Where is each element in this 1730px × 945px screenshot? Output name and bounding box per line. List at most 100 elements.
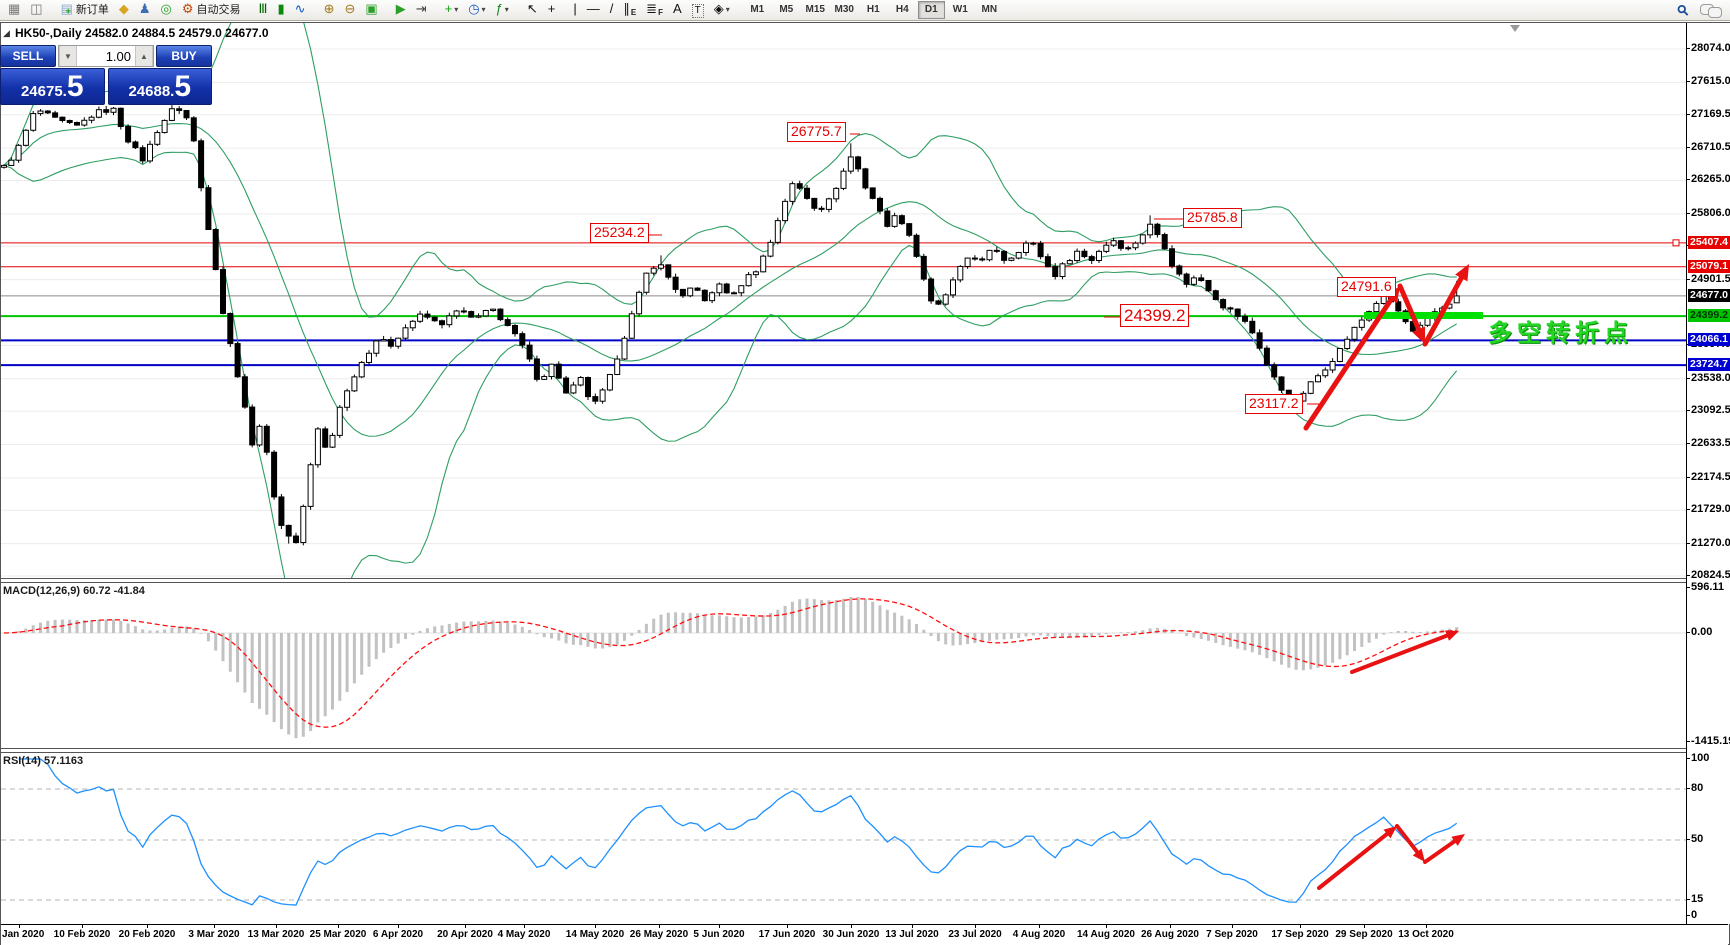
timeframe-h1[interactable]: H1 bbox=[866, 4, 880, 15]
sell-price[interactable]: 24675. 5 bbox=[0, 68, 105, 105]
timeframe-m5[interactable]: M5 bbox=[779, 4, 794, 15]
time-label: 5 Jun 2020 bbox=[693, 929, 745, 940]
price-axis[interactable]: 28074.0 27615.0 27169.5 26710.5 26265.0 25806… bbox=[1686, 23, 1730, 924]
shapes-icon: ◈ bbox=[713, 1, 724, 16]
vertical-line-icon: | bbox=[573, 1, 577, 16]
time-tick bbox=[82, 925, 83, 928]
shapes-dropdown-icon[interactable]: ▾ bbox=[725, 4, 730, 14]
line-chart-button[interactable]: ∿ bbox=[291, 0, 310, 19]
rsi-arrows[interactable] bbox=[1317, 824, 1465, 890]
indicator-tick: 0.00 bbox=[1686, 626, 1713, 638]
price-tag: 25407.4 bbox=[1688, 235, 1730, 249]
sell-button[interactable]: SELL bbox=[0, 45, 56, 67]
indicator-tick: 100 bbox=[1686, 752, 1710, 764]
charts-list-button[interactable]: ▦ bbox=[4, 0, 24, 19]
price-annotation[interactable]: 25234.2 bbox=[590, 223, 649, 243]
price-annotation[interactable]: 23117.2 bbox=[1245, 394, 1303, 414]
new-chart-button[interactable]: + ▾ bbox=[441, 0, 463, 19]
price-tick: 21729.0 bbox=[1687, 503, 1730, 516]
panel-divider[interactable] bbox=[1, 578, 1728, 583]
search-icon[interactable]: ⚲ bbox=[1673, 0, 1692, 20]
metaeditor-button[interactable]: ◆ bbox=[115, 0, 133, 19]
chart-profile-button[interactable]: ◫ bbox=[26, 0, 46, 19]
new-chart-dropdown-icon[interactable]: ▾ bbox=[454, 4, 459, 14]
macd-histogram bbox=[9, 596, 1459, 739]
volume-down-button[interactable]: ▼ bbox=[59, 46, 77, 66]
indicator-tick: 50 bbox=[1686, 833, 1704, 845]
periods-dropdown-icon[interactable]: ▾ bbox=[481, 4, 486, 14]
auto-scroll-button[interactable]: ▶ bbox=[392, 0, 410, 19]
trend-arrows[interactable] bbox=[1303, 264, 1469, 431]
zoom-in-button[interactable]: ⊕ bbox=[320, 0, 339, 19]
panel-divider[interactable] bbox=[1, 748, 1728, 753]
buy-price[interactable]: 24688. 5 bbox=[107, 68, 212, 105]
indicators-dropdown-icon[interactable]: ▾ bbox=[504, 4, 509, 14]
time-tick bbox=[912, 925, 913, 928]
price-annotation[interactable]: 25785.8 bbox=[1183, 208, 1242, 228]
time-tick bbox=[398, 925, 399, 928]
timeframe-d1[interactable]: D1 bbox=[917, 1, 945, 19]
time-tick bbox=[19, 925, 20, 928]
timeframe-w1[interactable]: W1 bbox=[952, 4, 968, 15]
time-label: 26 Aug 2020 bbox=[1141, 929, 1199, 940]
annotation-callouts bbox=[649, 133, 1319, 405]
chart-shift-icon: ⇥ bbox=[415, 1, 427, 16]
turning-point-note[interactable]: 多空转折点 bbox=[1488, 320, 1633, 347]
cursor-button[interactable]: ↖ bbox=[523, 0, 542, 19]
time-label: 13 Jul 2020 bbox=[885, 929, 939, 940]
signals-button[interactable]: ◎ bbox=[157, 0, 176, 19]
timeframe-mn[interactable]: MN bbox=[981, 4, 998, 15]
equidistant-channel-button[interactable]: ∥ E bbox=[619, 0, 640, 19]
chat-icon[interactable] bbox=[1700, 3, 1722, 18]
price-tag: 24399.2 bbox=[1688, 309, 1730, 323]
candlestick-chart-icon: ▮ bbox=[277, 1, 285, 16]
crosshair-button[interactable]: + bbox=[544, 0, 560, 19]
time-tick bbox=[787, 925, 788, 928]
volume-up-button[interactable]: ▲ bbox=[135, 46, 153, 66]
time-label: 25 Mar 2020 bbox=[309, 929, 367, 940]
trendline-button[interactable]: / bbox=[606, 0, 618, 19]
auto-trading-button[interactable]: ⚙ 自动交易 bbox=[178, 0, 245, 19]
fibonacci-button[interactable]: ≣ F bbox=[642, 0, 667, 19]
bar-chart-button[interactable]: Ⅲ bbox=[255, 0, 272, 19]
buy-button[interactable]: BUY bbox=[156, 45, 212, 67]
timeframe-m15[interactable]: M15 bbox=[805, 4, 825, 15]
new-order-button[interactable]: ▤ + 新订单 bbox=[57, 0, 113, 19]
timeframe-m30[interactable]: M30 bbox=[834, 4, 854, 15]
macd-panel[interactable] bbox=[1, 582, 1686, 748]
timeframe-h4[interactable]: H4 bbox=[895, 4, 909, 15]
price-annotation[interactable]: 24791.6 bbox=[1337, 277, 1396, 297]
price-annotation[interactable]: 26775.7 bbox=[787, 122, 846, 142]
time-tick bbox=[1364, 925, 1365, 928]
price-tag: 25079.1 bbox=[1688, 259, 1730, 273]
time-axis[interactable]: 9 Jan 2020 10 Feb 2020 20 Feb 2020 3 Mar 20… bbox=[0, 924, 1728, 945]
chart-shift-button[interactable]: ⇥ bbox=[412, 0, 431, 19]
macd-signal-line bbox=[3, 598, 1457, 728]
time-label: 7 Sep 2020 bbox=[1206, 929, 1258, 940]
macd-arrow[interactable] bbox=[1350, 630, 1459, 674]
time-label: 9 Jan 2020 bbox=[0, 929, 45, 940]
equidistant-channel-icon: ∥ bbox=[623, 1, 630, 16]
text-label-button[interactable]: T bbox=[688, 1, 708, 21]
timeframe-m1[interactable]: M1 bbox=[750, 4, 765, 15]
volume-stepper[interactable]: ▼ 1.00 ▲ bbox=[58, 45, 154, 67]
market-button[interactable]: ♟ bbox=[135, 0, 155, 19]
rsi-panel[interactable] bbox=[1, 752, 1686, 924]
shapes-button[interactable]: ◈ ▾ bbox=[710, 0, 734, 19]
metaeditor-icon: ◆ bbox=[118, 1, 129, 16]
price-annotation[interactable]: 24399.2 bbox=[1120, 304, 1190, 328]
tile-windows-button[interactable]: ▣ bbox=[361, 0, 381, 19]
horizontal-line-button[interactable]: — bbox=[583, 0, 604, 19]
zoom-out-button[interactable]: ⊖ bbox=[340, 0, 359, 19]
periods-button[interactable]: ◷ ▾ bbox=[464, 0, 489, 19]
macd-label: MACD(12,26,9) 60.72 -41.84 bbox=[3, 585, 145, 597]
chart-title-icon: ◢ bbox=[3, 28, 10, 38]
time-label: 14 Aug 2020 bbox=[1077, 929, 1135, 940]
indicators-button[interactable]: ƒ ▾ bbox=[492, 0, 513, 19]
symbol-period-label: HK50-,Daily bbox=[15, 26, 82, 40]
main-chart[interactable] bbox=[1, 23, 1686, 578]
text-button[interactable]: A bbox=[669, 0, 686, 19]
volume-value[interactable]: 1.00 bbox=[105, 48, 131, 64]
vertical-line-button[interactable]: | bbox=[569, 0, 580, 19]
candlestick-chart-button[interactable]: ▮ bbox=[274, 0, 289, 19]
